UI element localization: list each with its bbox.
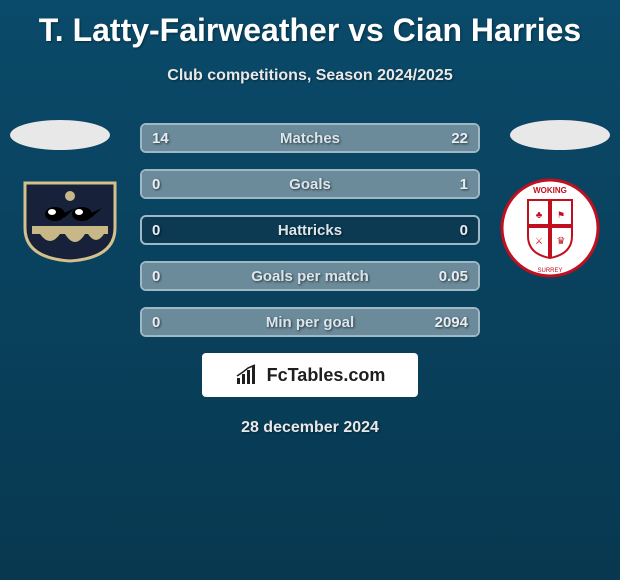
date-text: 28 december 2024	[0, 419, 620, 437]
stat-row: 14 Matches 22	[140, 123, 480, 153]
page-subtitle: Club competitions, Season 2024/2025	[0, 67, 620, 85]
svg-text:♣: ♣	[536, 210, 543, 221]
stat-row: 0 Hattricks 0	[140, 215, 480, 245]
stat-value-right: 0.05	[439, 268, 468, 285]
brand-text: FcTables.com	[267, 365, 386, 386]
crest-right-top-text: WOKING	[533, 186, 567, 195]
stat-value-right: 22	[451, 130, 468, 147]
page-title: T. Latty-Fairweather vs Cian Harries	[0, 0, 620, 49]
stat-value-right: 0	[460, 222, 468, 239]
brand-box: FcTables.com	[202, 353, 418, 397]
svg-text:⚔: ⚔	[535, 236, 543, 246]
stat-label: Min per goal	[142, 314, 478, 331]
svg-text:⚑: ⚑	[557, 210, 565, 220]
stat-value-right: 2094	[435, 314, 468, 331]
crest-right-bottom-text: SURREY	[537, 268, 562, 274]
stat-label: Hattricks	[142, 222, 478, 239]
stat-row: 0 Goals per match 0.05	[140, 261, 480, 291]
stat-value-right: 1	[460, 176, 468, 193]
stat-label: Matches	[142, 130, 478, 147]
stat-label: Goals	[142, 176, 478, 193]
stats-bars: 14 Matches 22 0 Goals 1 0 Hattricks 0 0 …	[140, 123, 480, 337]
avatar-left	[10, 120, 110, 150]
svg-text:♛: ♛	[557, 236, 566, 247]
chart-icon	[235, 364, 261, 386]
club-crest-right: WOKING ♣ ⚑ ⚔ ♛ SURREY	[500, 178, 600, 278]
stat-row: 0 Goals 1	[140, 169, 480, 199]
stat-label: Goals per match	[142, 268, 478, 285]
club-crest-left	[20, 178, 120, 263]
stat-row: 0 Min per goal 2094	[140, 307, 480, 337]
avatar-right	[510, 120, 610, 150]
